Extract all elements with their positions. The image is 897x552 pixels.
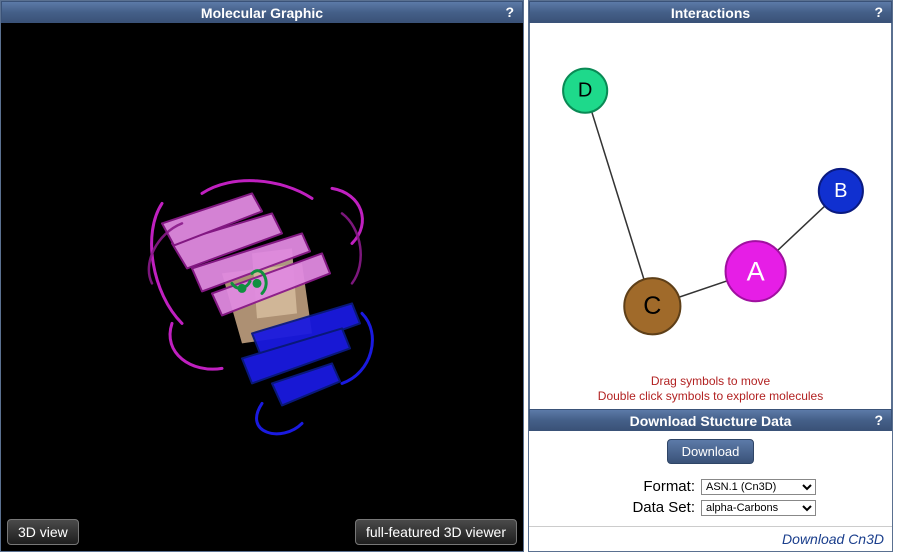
interactions-title: Interactions <box>671 5 750 21</box>
interactions-help-icon[interactable]: ? <box>874 3 883 21</box>
graph-node-label: D <box>578 80 592 102</box>
format-select[interactable]: ASN.1 (Cn3D) <box>701 479 816 495</box>
format-label: Format: <box>605 478 695 495</box>
molecule-rendering <box>102 133 422 453</box>
download-help-icon[interactable]: ? <box>874 411 883 429</box>
right-column: Interactions ? D C A B Drag symbols to move… <box>528 0 893 552</box>
dataset-select[interactable]: alpha-Carbons <box>701 500 816 516</box>
molecular-graphic-help-icon[interactable]: ? <box>505 3 514 21</box>
interactions-graph[interactable]: D C A B <box>530 23 891 409</box>
molecular-graphic-panel: Molecular Graphic ? <box>0 0 524 552</box>
graph-node-D[interactable]: D <box>563 69 607 113</box>
interactions-graph-area[interactable]: D C A B Drag symbols to move Double click s… <box>529 23 892 409</box>
hint-line-1: Drag symbols to move <box>530 374 891 390</box>
graph-node-A[interactable]: A <box>726 241 786 301</box>
interactions-header: Interactions ? <box>529 1 892 23</box>
graph-edge <box>585 91 652 307</box>
graph-node-label: C <box>643 292 661 320</box>
full-3d-viewer-button[interactable]: full-featured 3D viewer <box>355 519 517 545</box>
graph-node-label: B <box>834 180 847 202</box>
hint-line-2: Double click symbols to explore molecule… <box>530 389 891 405</box>
graph-node-B[interactable]: B <box>819 169 863 213</box>
graph-node-label: A <box>747 256 765 287</box>
download-cn3d-link[interactable]: Download Cn3D <box>782 531 884 547</box>
molecular-graphic-header: Molecular Graphic ? <box>1 1 523 23</box>
download-header: Download Stucture Data ? <box>529 409 892 431</box>
download-panel: Download Stucture Data ? Download Format… <box>528 409 893 552</box>
view-3d-button[interactable]: 3D view <box>7 519 79 545</box>
interactions-hint: Drag symbols to move Double click symbol… <box>530 374 891 405</box>
molecular-viewer[interactable]: 3D view full-featured 3D viewer <box>1 23 523 551</box>
molecular-graphic-title: Molecular Graphic <box>201 5 323 21</box>
download-title: Download Stucture Data <box>630 413 792 429</box>
graph-node-C[interactable]: C <box>624 278 680 334</box>
dataset-label: Data Set: <box>605 499 695 516</box>
download-button[interactable]: Download <box>667 439 755 464</box>
